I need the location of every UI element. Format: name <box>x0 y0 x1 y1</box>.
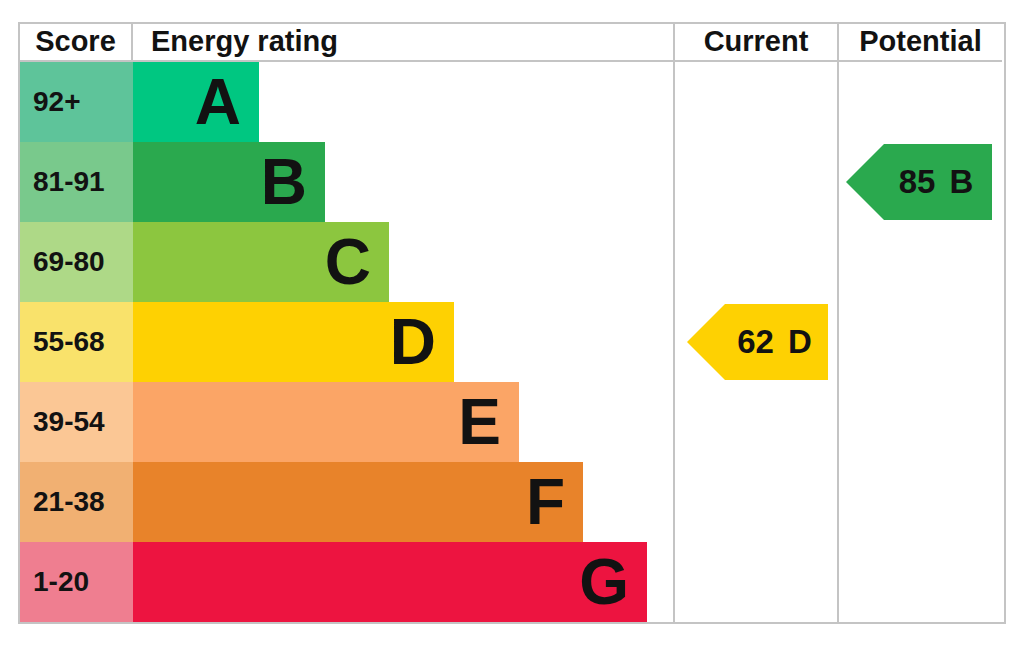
epc-table: Score Energy rating 92+ A 81-91 B 69-80 C 55-6… <box>18 22 1006 624</box>
band-bar-e: E <box>133 382 519 462</box>
band-row-e: 39-54 E <box>20 382 673 462</box>
current-arrow-slot: 62 D <box>675 62 837 622</box>
rating-header-row: Score Energy rating <box>20 24 673 62</box>
band-letter-f: F <box>526 470 565 534</box>
band-bar-a: A <box>133 62 259 142</box>
potential-rating-arrow: 85 B <box>846 144 992 220</box>
rating-section: Score Energy rating 92+ A 81-91 B 69-80 C 55-6… <box>20 24 673 622</box>
band-letter-a: A <box>195 70 241 134</box>
score-header: Score <box>20 24 133 60</box>
current-column: Current 62 D <box>673 24 837 622</box>
energy-rating-header: Energy rating <box>133 24 673 60</box>
score-range-c: 69-80 <box>20 222 133 302</box>
current-header: Current <box>675 24 837 62</box>
epc-rating-chart: Score Energy rating 92+ A 81-91 B 69-80 C 55-6… <box>0 0 1024 648</box>
score-range-a: 92+ <box>20 62 133 142</box>
band-letter-e: E <box>458 390 501 454</box>
band-letter-b: B <box>261 150 307 214</box>
current-rating-arrow-value: 62 <box>737 323 774 361</box>
band-row-f: 21-38 F <box>20 462 673 542</box>
score-range-d: 55-68 <box>20 302 133 382</box>
band-bar-f: F <box>133 462 583 542</box>
band-bar-b: B <box>133 142 325 222</box>
band-letter-g: G <box>579 550 629 614</box>
band-row-c: 69-80 C <box>20 222 673 302</box>
band-row-a: 92+ A <box>20 62 673 142</box>
potential-column: Potential 85 B <box>837 24 1002 622</box>
band-bar-d: D <box>133 302 454 382</box>
band-row-g: 1-20 G <box>20 542 673 622</box>
band-rows: 92+ A 81-91 B 69-80 C 55-68 D 39-54 E 21-38 F 1-20 G <box>20 62 673 622</box>
score-range-e: 39-54 <box>20 382 133 462</box>
band-bar-c: C <box>133 222 389 302</box>
score-range-g: 1-20 <box>20 542 133 622</box>
score-range-b: 81-91 <box>20 142 133 222</box>
potential-arrow-slot: 85 B <box>839 62 1002 622</box>
band-row-b: 81-91 B <box>20 142 673 222</box>
potential-rating-arrow-band: B <box>949 163 973 201</box>
current-rating-arrow: 62 D <box>687 304 828 380</box>
score-range-f: 21-38 <box>20 462 133 542</box>
band-letter-d: D <box>390 310 436 374</box>
potential-rating-arrow-value: 85 <box>899 163 936 201</box>
current-rating-arrow-band: D <box>788 323 812 361</box>
band-letter-c: C <box>325 230 371 294</box>
band-bar-g: G <box>133 542 647 622</box>
band-row-d: 55-68 D <box>20 302 673 382</box>
potential-header: Potential <box>839 24 1002 62</box>
